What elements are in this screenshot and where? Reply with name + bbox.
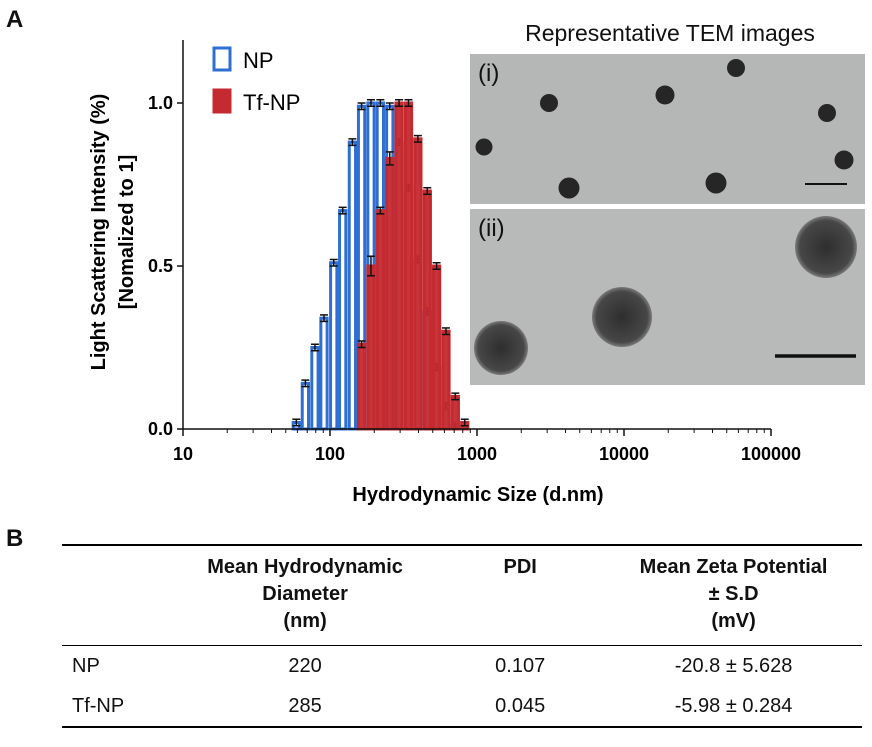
- table-row: Tf-NP 285 0.045 -5.98 ± 0.284: [62, 686, 862, 727]
- table-cell: -20.8 ± 5.628: [674, 654, 793, 677]
- bar: [394, 101, 404, 431]
- dls-histogram-chart: 0.0 0.5 1.0 10 100 1000 10000 100000 Hydrodynam…: [88, 40, 801, 506]
- x-tick-label: 10000: [599, 444, 649, 464]
- tem-title: Representative TEM images: [525, 20, 815, 46]
- table-header-cell: [62, 545, 175, 646]
- bar: [431, 264, 442, 431]
- table-row: NP 220 0.107 -20.8 ± 5.628: [62, 646, 862, 687]
- tem-panel-i-label: (i): [478, 60, 500, 87]
- nanoparticle: [592, 287, 652, 347]
- tem-image-ii: (ii): [470, 209, 865, 385]
- nanoparticle: [475, 138, 493, 156]
- legend: NP Tf-NP: [212, 46, 300, 115]
- panel-b-label: B: [6, 525, 24, 552]
- x-tick-label: 1000: [457, 444, 497, 464]
- nanoparticle: [540, 94, 558, 112]
- bar: [450, 394, 460, 431]
- bar: [413, 137, 423, 431]
- legend-label-tfnp: Tf-NP: [243, 90, 300, 115]
- y-axis-label-line2: [Nomalized to 1]: [116, 155, 138, 309]
- table-cell: Tf-NP: [72, 694, 125, 717]
- nanoparticle: [705, 172, 727, 194]
- x-tick-label: 100000: [741, 444, 801, 464]
- table-header-cell: PDI: [503, 556, 537, 578]
- bar: [441, 329, 451, 431]
- tem-background: [470, 54, 865, 204]
- bar: [385, 156, 395, 431]
- legend-label-np: NP: [243, 48, 274, 73]
- plot-marks: [291, 98, 470, 431]
- nanoparticle: [834, 150, 854, 170]
- table-cell: 0.045: [495, 694, 546, 717]
- legend-swatch-np: [212, 46, 232, 72]
- nanoparticle: [795, 216, 857, 278]
- legend-swatch-tfnp: [212, 88, 232, 114]
- table-cell: 285: [288, 694, 322, 717]
- bar: [310, 346, 320, 431]
- x-tick-label: 10: [173, 444, 193, 464]
- panel-a-label: A: [6, 6, 24, 33]
- bar: [338, 209, 348, 431]
- bar: [356, 342, 367, 431]
- tem-panel-ii-label: (ii): [478, 215, 505, 242]
- table-header-cell: Mean Hydrodynamic Diameter (nm): [207, 556, 403, 632]
- nanoparticle: [558, 177, 580, 199]
- bar: [366, 264, 376, 431]
- table-cell: 0.107: [495, 654, 546, 677]
- x-axis-label: Hydrodynamic Size (d.nm): [352, 484, 603, 506]
- table-cell: 220: [288, 654, 322, 677]
- nanoparticle-summary-table: Mean Hydrodynamic Diameter (nm) PDI Mean…: [62, 544, 862, 728]
- bar: [329, 261, 339, 431]
- nanoparticle: [474, 321, 528, 375]
- nanoparticle: [655, 85, 675, 105]
- bar: [403, 101, 414, 431]
- nanoparticle: [818, 104, 836, 122]
- nanoparticle: [727, 59, 745, 77]
- bar: [300, 381, 311, 431]
- axes-layer: 0.0 0.5 1.0 10 100 1000 10000 100000: [148, 40, 801, 464]
- tem-image-i: (i): [470, 54, 865, 204]
- table-header-row: Mean Hydrodynamic Diameter (nm) PDI Mean…: [62, 545, 862, 646]
- y-axis-label-line1: Light Scattering Intensity (%): [88, 94, 110, 371]
- bar: [319, 316, 329, 431]
- table-cell: NP: [72, 654, 100, 677]
- table-cell: -5.98 ± 0.284: [674, 694, 793, 717]
- bar: [375, 209, 385, 431]
- table-header-cell: Mean Zeta Potential ± S.D (mV): [639, 556, 828, 632]
- series-tf-np: [356, 98, 470, 431]
- x-tick-label: 100: [315, 444, 345, 464]
- y-tick-label: 0.5: [148, 256, 173, 276]
- y-tick-label: 1.0: [148, 93, 173, 113]
- bar: [422, 189, 432, 431]
- y-tick-label: 0.0: [148, 419, 173, 439]
- bar: [347, 140, 358, 431]
